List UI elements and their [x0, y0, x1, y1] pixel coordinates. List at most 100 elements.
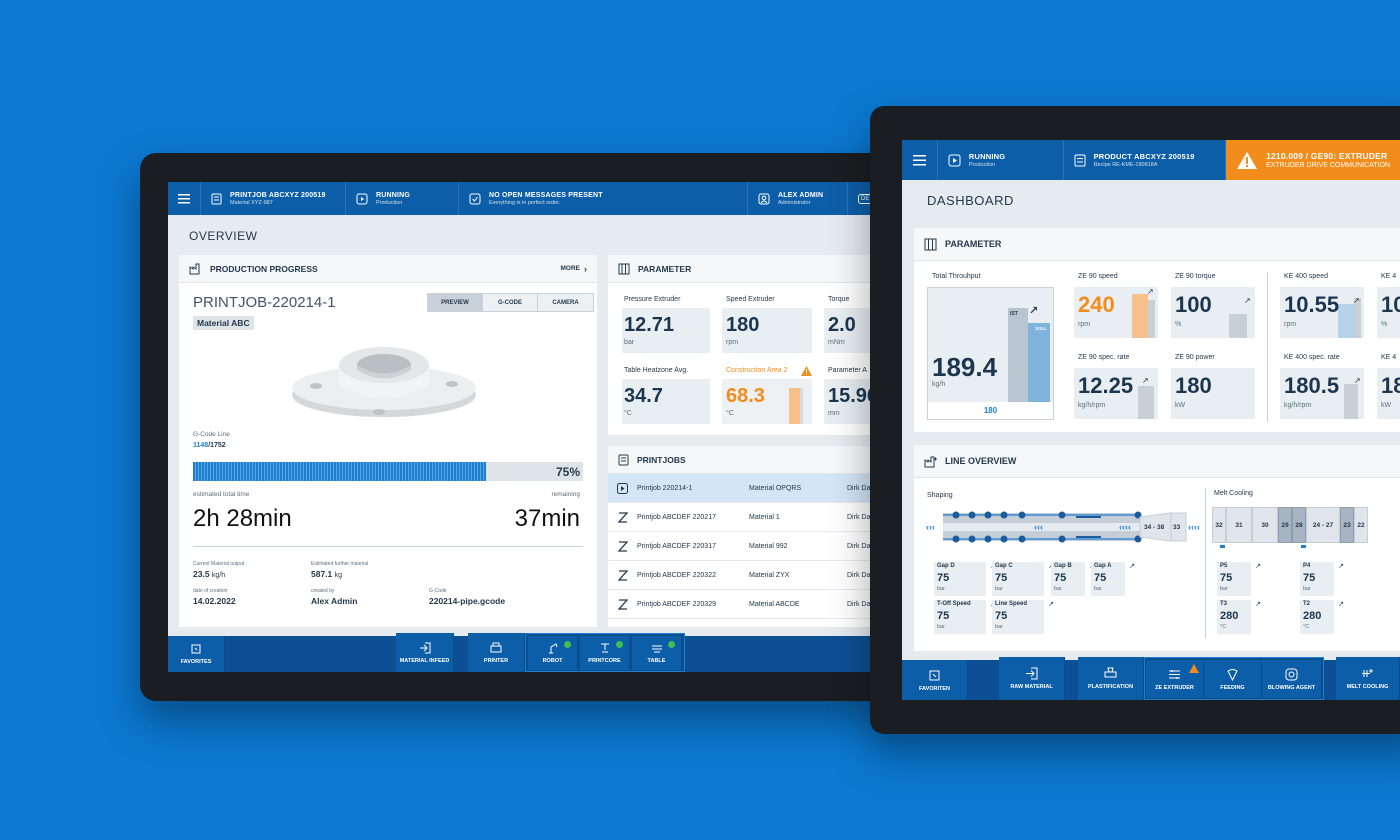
printer-button[interactable]: PRINTER [468, 633, 525, 672]
remaining-value: 37min [514, 505, 580, 532]
user-segment[interactable]: ALEX ADMIN Administrator [748, 182, 848, 215]
hamburger-icon [178, 193, 190, 203]
zone-cell[interactable]: 31 [1226, 507, 1252, 543]
feeding-icon [1227, 668, 1238, 681]
melt-cooling-label: Melt Cooling [1214, 490, 1253, 497]
gap-tile[interactable]: Line Speed 75 bar ↗ [992, 600, 1054, 634]
left-topbar: PRINTJOB ABCXYZ 200519 Material XYZ-987 R… [168, 182, 900, 215]
printcore-button[interactable]: PRINTCORE [580, 636, 630, 670]
zone-34-38[interactable]: 34 - 38 [1144, 524, 1165, 531]
gap-tile[interactable]: Gap D 75 bar ↗ [934, 562, 996, 596]
melt-cooling-button[interactable]: MELT COOLING [1336, 657, 1400, 700]
gap-tile[interactable]: Gap C 75 bar ↗ [992, 562, 1054, 596]
more-link[interactable]: MORE › [561, 264, 588, 274]
blowing-agent-label: BLOWING AGENT [1267, 684, 1316, 691]
table-row[interactable]: Printjob 220214-1 Material OPQRS Dirk Da [608, 474, 900, 503]
printer-label: PRINTER [483, 657, 509, 664]
alert-segment[interactable]: 1210.009 / GE90: EXTRUDER EXTRUDER DRIVE … [1226, 140, 1400, 180]
status-segment[interactable]: RUNNING Production [346, 182, 459, 215]
tile-value: 18 [1381, 373, 1400, 398]
tab-gcode[interactable]: G-CODE [483, 294, 538, 311]
zone-cell[interactable]: 29 [1278, 507, 1292, 543]
tile-label: ZE 90 power [1175, 354, 1215, 361]
printcore-label: PRINTCORE [588, 658, 621, 664]
melt-unit: bar [1220, 586, 1228, 592]
arrow-up-right-icon: ↗ [1255, 563, 1261, 570]
status-dot-icon [668, 641, 675, 648]
hamburger-icon [912, 154, 926, 165]
melt-tile[interactable]: P4 75 bar ↗ [1300, 562, 1344, 596]
blowing-agent-button[interactable]: BLOWING AGENT [1262, 660, 1322, 698]
menu-button[interactable] [168, 182, 201, 215]
gap-value: 75 [937, 610, 950, 622]
soll-bar [1028, 323, 1050, 402]
cur-output-value: 23.5 [193, 569, 210, 579]
printjobs-card: PRINTJOBS Printjob 220214-1 Material OPQ… [608, 446, 900, 627]
param-label: Torque [828, 296, 850, 303]
table-row[interactable]: Printjob ABCDEF 220322 Material ZYX Dirk… [608, 561, 900, 590]
created-value: Alex Admin [311, 596, 358, 606]
tab-camera[interactable]: CAMERA [538, 294, 593, 311]
param-label: Parameter A [828, 367, 867, 374]
favorites-button[interactable]: FAVORITES [168, 636, 225, 672]
menu-button[interactable] [902, 140, 938, 180]
job-segment[interactable]: PRINTJOB ABCXYZ 200519 Material XYZ-987 [201, 182, 346, 215]
zone-cell[interactable]: 22 [1354, 507, 1368, 543]
melt-tile[interactable]: T2 280 °C ↗ [1300, 600, 1344, 634]
zone-cell[interactable]: 28 [1292, 507, 1306, 543]
table-row[interactable]: Printjob ABCDEF 220217 Material 1 Dirk D… [608, 503, 900, 532]
table-row[interactable]: Printjob ABCDEF 220329 Material ABCDE Di… [608, 590, 900, 619]
printcore-icon [600, 643, 609, 653]
tile-value: 240 [1078, 292, 1115, 317]
gap-tile[interactable]: T-Off Speed 75 bar ↗ [934, 600, 996, 634]
tile-bar [1132, 294, 1148, 338]
material-infeed-button[interactable]: MATERIAL INFEED [396, 633, 454, 672]
plastification-button[interactable]: PLASTIFICATION [1078, 657, 1144, 700]
tab-preview[interactable]: PREVIEW [428, 294, 483, 311]
zone-cell[interactable]: 24 - 27 [1306, 507, 1340, 543]
printjobs-header: PRINTJOBS [608, 446, 900, 474]
messages-title: NO OPEN MESSAGES PRESENT [489, 191, 603, 199]
est-further-value: 587.1 [311, 569, 333, 579]
zone-cell[interactable]: 30 [1252, 507, 1278, 543]
zone-33[interactable]: 33 [1173, 524, 1181, 531]
printjobs-title: PRINTJOBS [637, 454, 686, 465]
cur-output: 23.5 kg/h [193, 569, 225, 579]
table-row[interactable]: Printjob ABCDEF 220317 Material 992 Dirk… [608, 532, 900, 561]
ze-extruder-button[interactable]: ZE EXTRUDER [1146, 660, 1204, 698]
product-segment[interactable]: PRODUCT ABCXYZ 200519 Recipe RE-KME-18081… [1064, 140, 1227, 180]
zone-cell[interactable]: 23 [1340, 507, 1354, 543]
status-segment[interactable]: RUNNING Production [938, 140, 1064, 180]
param-bar [789, 388, 803, 424]
ze-extruder-label: ZE EXTRUDER [1155, 684, 1194, 691]
page-title: DASHBOARD [927, 193, 1014, 208]
gap-label: Gap D [937, 563, 955, 569]
messages-segment[interactable]: NO OPEN MESSAGES PRESENT Everything is in… [459, 182, 748, 215]
melt-tile[interactable]: T3 280 °C ↗ [1217, 600, 1261, 634]
feeding-button[interactable]: FEEDING [1204, 660, 1262, 698]
param-value: 180 [726, 314, 760, 336]
raw-material-button[interactable]: RAW MATERIAL [999, 657, 1065, 700]
tile-unit: % [1381, 321, 1388, 328]
melt-label: T2 [1303, 601, 1311, 607]
cur-output-unit: kg/h [211, 572, 226, 579]
param-box [622, 308, 710, 353]
robot-button[interactable]: ROBOT [528, 636, 578, 670]
favorites-label: FAVORITEN [918, 685, 951, 692]
melt-tile[interactable]: P5 75 bar ↗ [1217, 562, 1261, 596]
table-icon [651, 645, 662, 653]
table-button[interactable]: TABLE [632, 636, 682, 670]
favorites-button[interactable]: FAVORITEN [902, 660, 968, 700]
tile-bar [1344, 384, 1358, 419]
zone-marker [1301, 545, 1306, 548]
part-3d-preview [292, 347, 476, 417]
right-tablet: RUNNING Production PRODUCT ABCXYZ 200519 R… [870, 106, 1400, 734]
gap-tile[interactable]: Gap B 75 bar ↗ [1051, 562, 1095, 596]
param-label: Speed Extruder [726, 296, 775, 303]
play-icon [356, 193, 368, 204]
gap-tile[interactable]: Gap A 75 bar ↗ [1091, 562, 1135, 596]
remaining-label: remaining [551, 491, 580, 498]
param-value: 34.7 [624, 385, 663, 407]
job-name: Printjob 220214-1 [637, 484, 693, 492]
zone-cell[interactable]: 32 [1212, 507, 1226, 543]
